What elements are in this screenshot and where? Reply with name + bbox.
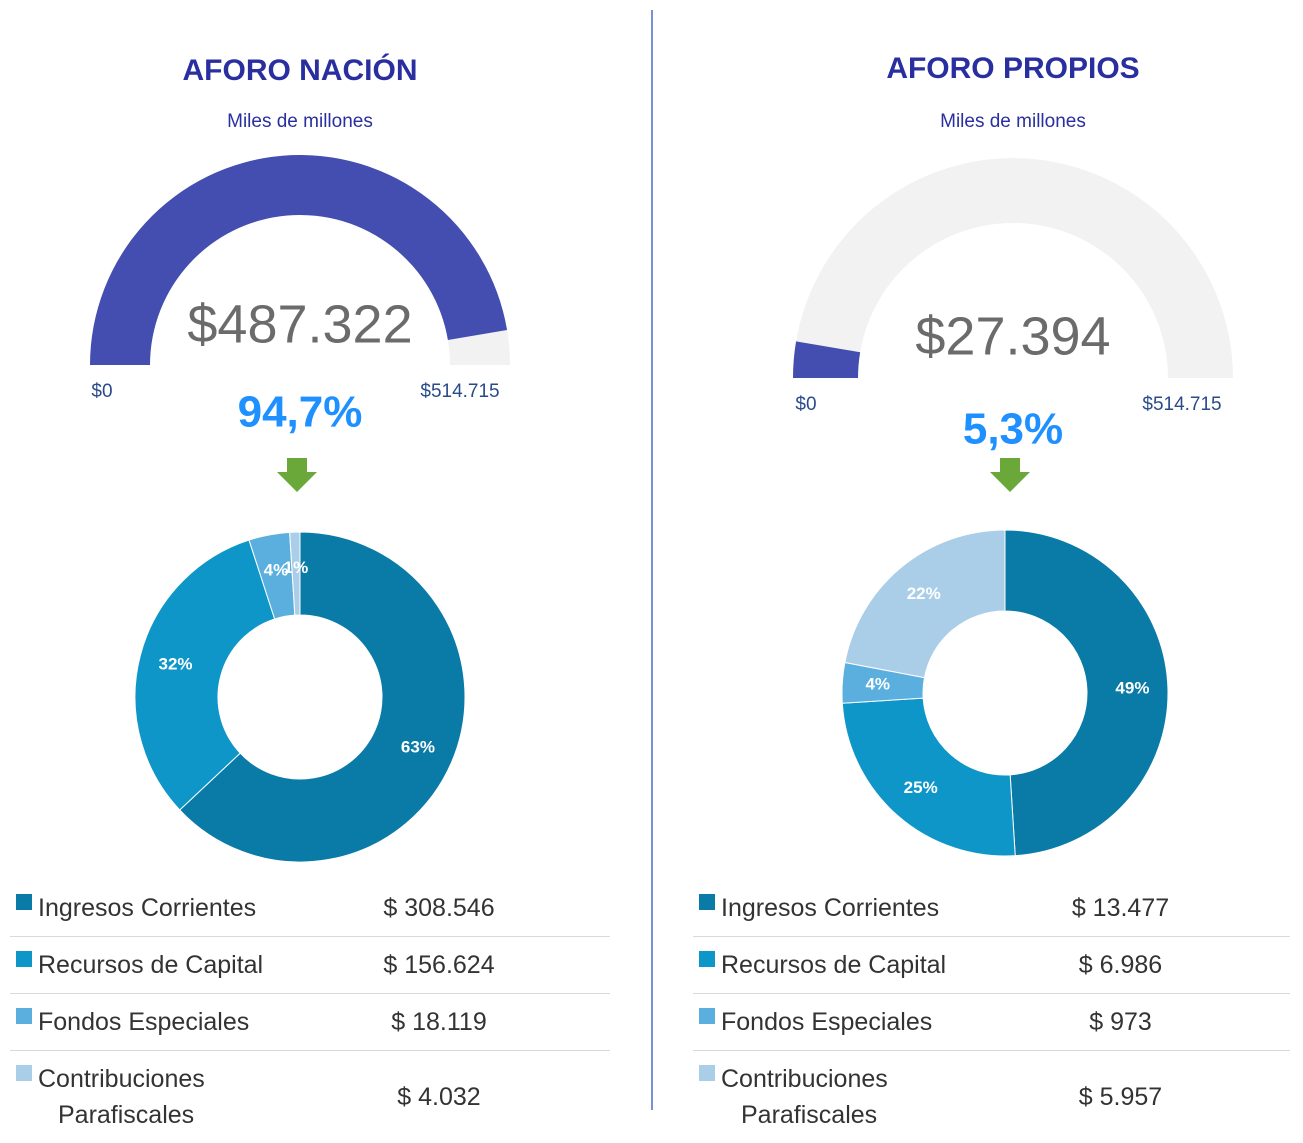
legend-name: Contribuciones Parafiscales [38,1065,205,1129]
gauge-percent: 94,7% [238,388,363,437]
gauge-fill [793,341,861,378]
gauge-track [793,158,1233,378]
dashboard: AFORO NACIÓN Miles de millones $487.322 $0 $… [90,10,1233,1110]
gauge-value: $27.394 [915,306,1110,366]
gauge-subtitle: Miles de millones [940,111,1086,132]
gauge-max: $514.715 [420,381,499,402]
gauge-subtitle: Miles de millones [227,111,373,132]
legend-amount: $ 4.032 [397,1082,481,1111]
donut-label: 4% [264,560,289,579]
legend-swatch [16,1008,32,1024]
arrow [990,458,1030,492]
legend-name: Fondos Especiales [721,1008,933,1036]
legend-swatch [699,1008,715,1024]
donut-label: 32% [159,655,193,674]
donut-label: 22% [907,584,941,603]
legend-row: Fondos Especiales $ 973 [693,994,1290,1051]
legend-name: Ingresos Corrientes [721,894,940,922]
donut-slice [179,531,466,863]
donut-label: 4% [865,674,890,693]
gauge-value: $487.322 [187,294,412,354]
legend-table: Ingresos Corrientes $ 308.546 Recursos de … [10,880,610,1143]
donut-slice [289,531,301,616]
arrow [277,458,317,492]
legend-row: Contribuciones Parafiscales $ 5.957 [693,1051,1290,1143]
legend-swatch [16,1065,32,1081]
gauge-title: AFORO NACIÓN [183,53,418,87]
legend-table: Ingresos Corrientes $ 13.477 Recursos de C… [693,880,1290,1143]
gauge-max: $514.715 [1142,394,1221,415]
legend-name: Recursos de Capital [721,951,947,979]
donut-slice [134,539,276,811]
legend-name: Recursos de Capital [38,951,264,979]
legend-row: Ingresos Corrientes $ 308.546 [10,880,610,937]
legend-swatch [16,951,32,967]
legend-name: Ingresos Corrientes [38,894,257,922]
donut-slice [844,529,1006,679]
legend-amount: $ 13.477 [1071,893,1170,922]
legend-row: Ingresos Corrientes $ 13.477 [693,880,1290,937]
legend-row: Recursos de Capital $ 156.624 [10,937,610,994]
legend-amount: $ 5.957 [1078,1082,1163,1111]
gauge-percent: 5,3% [963,405,1063,454]
legend-amount: $ 6.986 [1078,950,1163,979]
legend-name: Fondos Especiales [38,1008,250,1036]
legend-swatch [699,1065,715,1081]
gauge-min: $0 [795,394,816,415]
donut-label: 1% [284,558,309,577]
donut-label: 49% [1115,678,1149,697]
gauge-fill [90,154,508,365]
donut-label: 25% [904,778,938,797]
legend-row: Fondos Especiales $ 18.119 [10,994,610,1051]
legend-amount: $ 18.119 [391,1007,487,1036]
gauge-title: AFORO PROPIOS [886,52,1139,85]
gauge-min: $0 [91,381,112,402]
legend-row: Recursos de Capital $ 6.986 [693,937,1290,994]
legend-swatch [699,894,715,910]
donut-slice [1004,529,1169,857]
legend-swatch [699,951,715,967]
legend-row: Contribuciones Parafiscales $ 4.032 [10,1051,610,1143]
donut-slice [841,697,1016,857]
donut-label: 63% [401,738,435,757]
legend-amount: $ 156.624 [383,950,495,979]
legend-swatch [16,894,32,910]
legend-amount: $ 973 [1089,1007,1152,1036]
page: AFORO NACIÓN Miles de millones $487.322 $0 $… [10,10,1290,1129]
legend-name: Contribuciones Parafiscales [721,1065,888,1129]
legend-amount: $ 308.546 [383,893,495,922]
